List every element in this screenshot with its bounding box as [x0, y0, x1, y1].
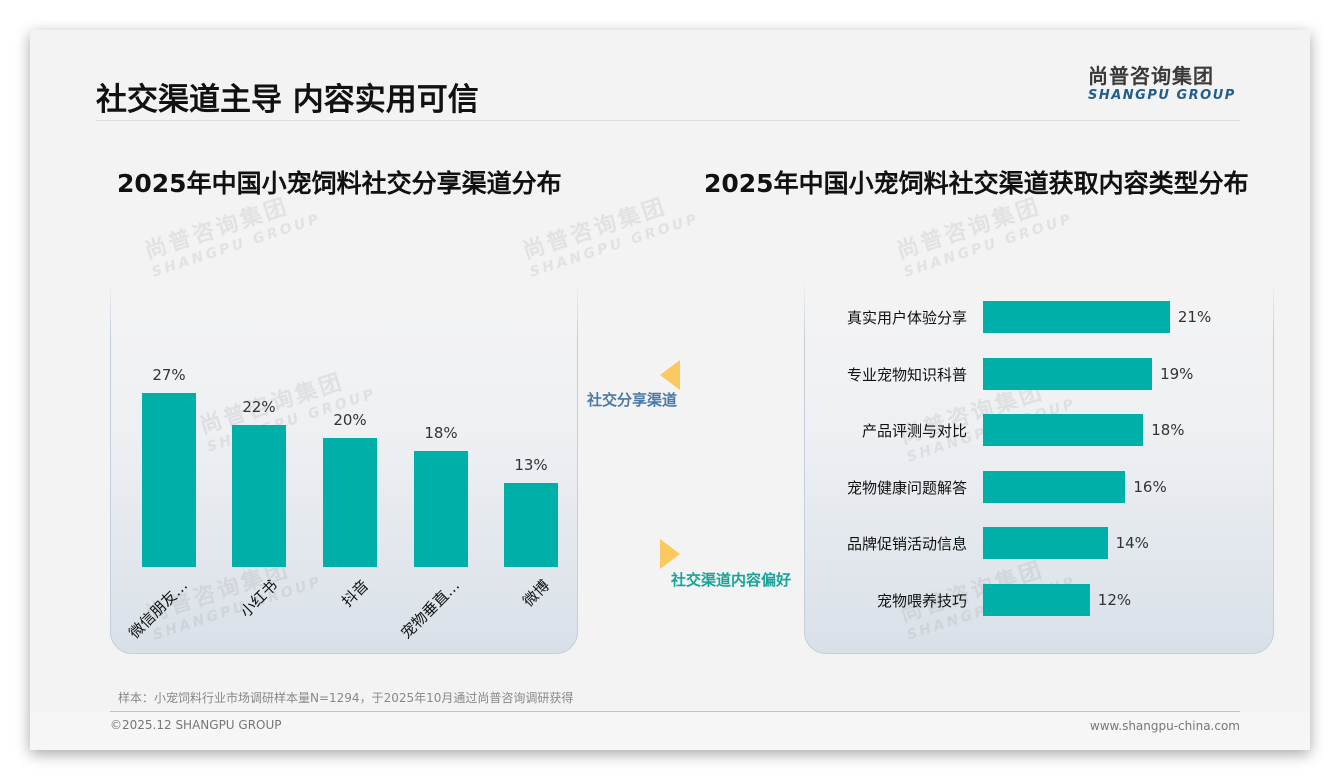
copyright: ©2025.12 SHANGPU GROUP	[110, 718, 282, 732]
bar-value-label: 18%	[1151, 421, 1185, 440]
bar-value-label: 20%	[333, 411, 367, 429]
connector-label-share: 社交分享渠道	[587, 391, 678, 409]
bar-value-label: 16%	[1133, 477, 1167, 496]
bar-value-label: 14%	[1115, 534, 1149, 553]
bar-value-label: 13%	[514, 456, 548, 475]
bar-value-label: 22%	[242, 398, 276, 417]
category-label: 品牌促销活动信息	[846, 535, 967, 554]
website-link[interactable]: www.shangpu-china.com	[1089, 719, 1240, 733]
bar	[142, 392, 196, 567]
footer-divider	[110, 711, 1240, 712]
connector-label-content: 社交渠道内容偏好	[671, 571, 792, 589]
category-label: 宠物喂养技巧	[876, 592, 967, 610]
bar-value-label: 12%	[1097, 591, 1132, 609]
bar	[983, 414, 1144, 447]
logo-cn: 尚普咨询集团	[1088, 64, 1214, 88]
bar-value-label: 18%	[424, 423, 458, 442]
category-label: 真实用户体验分享	[846, 309, 967, 327]
bar	[504, 483, 558, 567]
company-logo: 尚普咨询集团 SHANGPU GROUP	[1088, 64, 1248, 104]
bar	[983, 470, 1126, 503]
title-divider	[96, 120, 1240, 121]
category-label: 产品评测与对比	[861, 422, 967, 441]
bar	[983, 301, 1170, 333]
logo-en: SHANGPU GROUP	[1088, 88, 1236, 103]
bar	[983, 357, 1153, 390]
bar	[232, 425, 286, 567]
chart-title-right: 2025年中国小宠饲料社交渠道获取内容类型分布	[704, 169, 1249, 198]
bar	[983, 584, 1090, 616]
page-title: 社交渠道主导 内容实用可信	[96, 82, 479, 118]
bar	[323, 438, 377, 567]
chart-title-left: 2025年中国小宠饲料社交分享渠道分布	[117, 169, 562, 198]
triangle-right-icon	[660, 539, 680, 569]
category-label: 专业宠物知识科普	[846, 365, 967, 384]
bar-value-label: 27%	[152, 365, 186, 384]
category-label: 宠物健康问题解答	[846, 478, 967, 497]
slide: 社交渠道主导 内容实用可信 尚普咨询集团 SHANGPU GROUP 2025年…	[30, 30, 1310, 750]
triangle-left-icon	[660, 360, 680, 390]
bar	[983, 527, 1108, 560]
bar-value-label: 21%	[1177, 308, 1212, 326]
bar	[414, 450, 468, 567]
bar-value-label: 19%	[1160, 364, 1194, 383]
footer-band	[30, 712, 1310, 750]
sample-note: 样本：小宠饲料行业市场调研样本量N=1294，于2025年10月通过尚普咨询调研…	[118, 691, 574, 705]
